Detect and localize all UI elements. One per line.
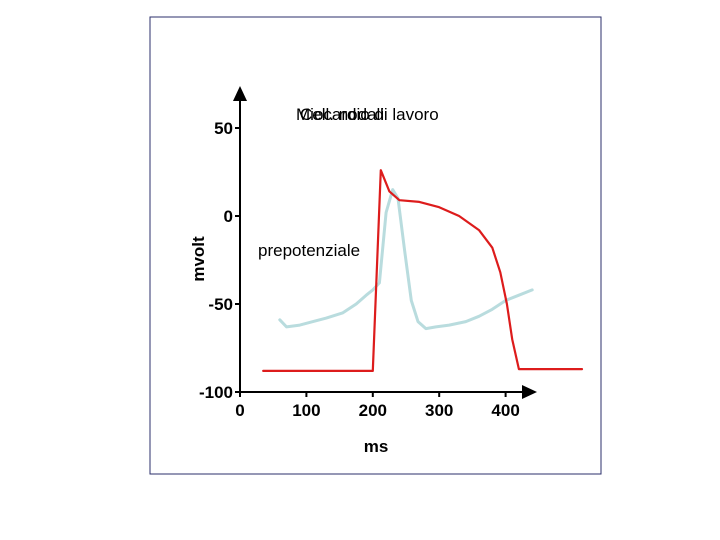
x-axis-arrow xyxy=(522,385,537,399)
x-tick-label-0: 0 xyxy=(235,401,244,420)
annotation-prepotenziale: prepotenziale xyxy=(258,241,360,260)
y-tick-label-minus50: -50 xyxy=(208,295,233,314)
y-axis-label: mvolt xyxy=(189,236,208,282)
chart-frame xyxy=(149,16,602,475)
x-tick-label-100: 100 xyxy=(292,401,320,420)
x-tick-label-300: 300 xyxy=(425,401,453,420)
y-tick-label-50: 50 xyxy=(214,119,233,138)
series-layer xyxy=(262,169,584,372)
x-tick-label-400: 400 xyxy=(491,401,519,420)
y-tick-label-minus100: -100 xyxy=(199,383,233,402)
y-tick-label-0: 0 xyxy=(224,207,233,226)
y-axis-arrow xyxy=(233,86,247,101)
series-line-miocardio-di-lavoro xyxy=(262,169,584,372)
annotation-miocardio-di-lavoro: Miocardio di lavoro xyxy=(296,105,439,124)
x-axis-label: ms xyxy=(364,437,389,456)
x-tick-label-200: 200 xyxy=(359,401,387,420)
annotation-cell-nodali: Cell. nodali xyxy=(300,105,384,124)
